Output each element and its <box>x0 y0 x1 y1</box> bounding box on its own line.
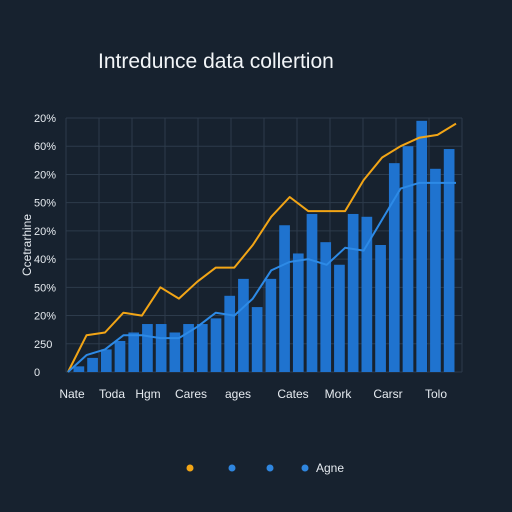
legend: Agne <box>186 461 344 475</box>
bar <box>430 168 441 372</box>
bar <box>292 253 304 372</box>
legend-label: Agne <box>316 461 344 475</box>
bar <box>224 295 236 372</box>
bar <box>73 366 85 372</box>
y-tick-label: 60% <box>34 141 56 153</box>
y-tick-label: 40% <box>34 254 56 266</box>
x-tick-label: Nate <box>59 387 85 401</box>
x-tick-label: Mork <box>325 387 353 401</box>
bar <box>251 307 263 372</box>
y-tick-labels: 0 250 20% 50% 40% 20% 50% 20% 60% 20% <box>34 113 56 379</box>
legend-marker <box>301 464 309 472</box>
y-tick-label: 0 <box>34 367 40 379</box>
x-tick-label: Carsr <box>373 387 402 401</box>
x-tick-label: Cates <box>277 387 308 401</box>
chart-title: Intredunce data collertion <box>98 50 334 73</box>
y-tick-label: 250 <box>34 339 52 351</box>
gridlines <box>65 117 463 373</box>
bar <box>388 163 400 372</box>
bar <box>128 332 140 372</box>
bar <box>306 213 318 372</box>
bar <box>375 245 386 372</box>
legend-marker <box>266 464 274 472</box>
x-tick-label: Cares <box>175 387 207 401</box>
bar <box>100 349 112 372</box>
bar <box>347 213 359 372</box>
orange-line-series <box>67 122 457 373</box>
x-tick-labels: Nate Toda Hgm Cares ages Cates Mork Carsr Tolo <box>59 387 447 401</box>
bar <box>443 149 455 372</box>
x-tick-label: Hgm <box>135 387 160 401</box>
y-tick-label: 20% <box>34 113 56 125</box>
bar <box>183 324 194 372</box>
y-tick-label: 20% <box>34 311 56 323</box>
bar <box>320 242 332 372</box>
y-tick-label: 20% <box>34 226 56 238</box>
x-tick-label: Toda <box>99 387 125 401</box>
bar <box>196 324 208 372</box>
x-tick-label: ages <box>225 387 251 401</box>
bar <box>416 120 428 372</box>
bar <box>142 324 153 372</box>
y-tick-label: 50% <box>34 198 56 210</box>
bar <box>169 332 181 372</box>
bar <box>361 216 373 372</box>
bar-series <box>73 120 455 372</box>
x-tick-label: Tolo <box>425 387 447 401</box>
legend-marker <box>186 464 194 472</box>
line-series <box>67 122 457 373</box>
bar <box>402 146 414 372</box>
bar <box>155 324 167 372</box>
legend-marker <box>228 464 236 472</box>
y-tick-label: 20% <box>34 169 56 181</box>
y-tick-label: 50% <box>34 282 56 294</box>
blue-line-series <box>67 181 456 373</box>
bar <box>279 225 290 372</box>
bar <box>334 264 345 372</box>
bar <box>210 318 222 372</box>
y-axis-label: Ccetrarhine <box>20 214 34 276</box>
bar <box>87 357 98 372</box>
bar <box>114 340 126 372</box>
bar <box>238 278 249 372</box>
bar <box>265 278 277 372</box>
